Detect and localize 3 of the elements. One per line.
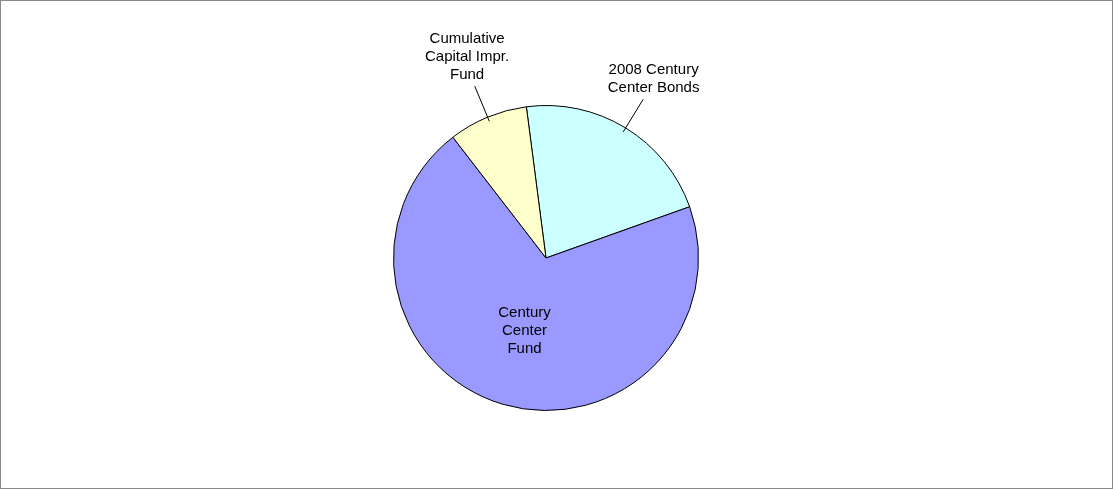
slice-label: Century Center Fund <box>498 303 552 357</box>
slice-label: 2008 Century Center Bonds <box>607 60 700 96</box>
slice-label: Cumulative Capital Impr. Fund <box>424 29 510 83</box>
